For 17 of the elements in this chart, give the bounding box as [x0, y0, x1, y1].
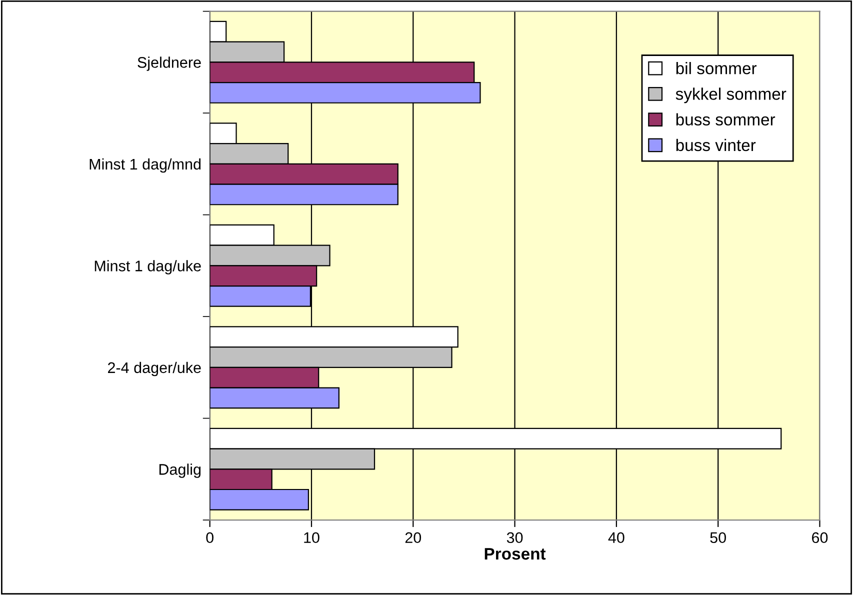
x-tick-label: 20: [405, 532, 422, 544]
y-tick-label: Minst 1 dag/mnd: [90, 158, 201, 173]
x-tick-label: 0: [206, 532, 214, 544]
x-tick-label: 40: [608, 532, 624, 544]
legend-label: buss vinter: [676, 138, 756, 152]
y-tick-label: 2-4 dager/uke: [108, 362, 201, 376]
legend-label: buss sommer: [676, 113, 776, 126]
y-tick-label: Sjeldnere: [138, 56, 201, 71]
legend-label: sykkel sommer: [676, 88, 786, 104]
x-tick-label: 60: [812, 532, 828, 544]
legend-label: bil sommer: [676, 62, 757, 74]
x-tick-label: 30: [506, 532, 523, 544]
y-tick-label: Minst 1 dag/uke: [94, 260, 201, 274]
x-tick-label: 50: [710, 532, 726, 544]
y-tick-label: Daglig: [159, 464, 201, 478]
x-axis-title: Prosent: [484, 548, 546, 560]
x-tick-label: 10: [304, 532, 320, 544]
